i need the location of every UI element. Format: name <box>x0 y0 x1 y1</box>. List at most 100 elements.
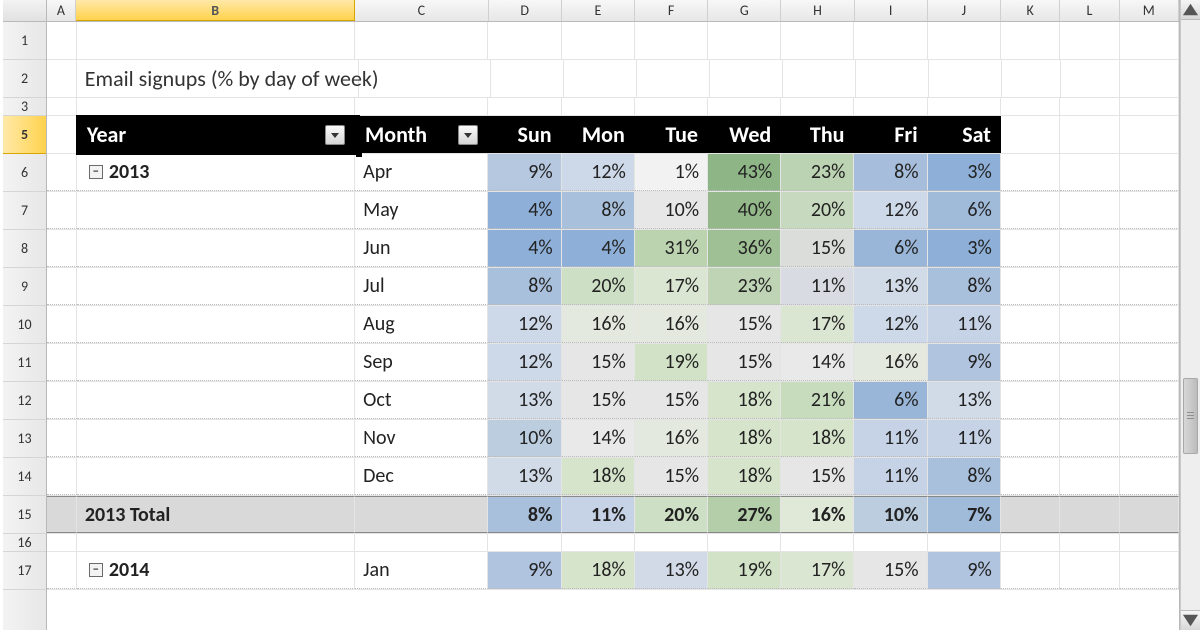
month-cell: Nov <box>355 420 488 457</box>
column-header-D[interactable]: D <box>489 0 562 21</box>
column-header-G[interactable]: G <box>708 0 781 21</box>
row-header-column: 123567891011121314151617 <box>3 22 47 630</box>
scroll-down-button[interactable] <box>1181 610 1200 630</box>
year-total-row: 2013 Total8%11%20%27%16%10%7% <box>47 496 1179 534</box>
month-filter-button[interactable] <box>458 125 478 145</box>
value-cell: 13% <box>488 382 561 419</box>
value-cell: 6% <box>928 192 1001 229</box>
day-header-mon: Mon <box>562 116 635 153</box>
value-cell: 8% <box>562 192 635 229</box>
column-header-E[interactable]: E <box>562 0 635 21</box>
pivot-month-label: Month <box>365 121 454 148</box>
total-value-cell: 10% <box>854 496 927 533</box>
value-cell: 18% <box>708 382 781 419</box>
value-cell: 14% <box>781 344 854 381</box>
value-cell: 6% <box>854 382 927 419</box>
value-cell: 20% <box>562 268 635 305</box>
collapse-button[interactable]: − <box>89 165 103 179</box>
vertical-scrollbar[interactable] <box>1180 0 1200 630</box>
scrollbar-thumb[interactable] <box>1183 378 1198 454</box>
pivot-year-header[interactable]: Year <box>77 116 355 153</box>
column-header-B[interactable]: B <box>76 0 355 21</box>
table-row: Jun4%4%31%36%15%6%3% <box>47 230 1179 268</box>
value-cell: 18% <box>708 458 781 495</box>
value-cell: 4% <box>562 230 635 267</box>
row-header-3[interactable]: 3 <box>3 98 46 116</box>
value-cell: 11% <box>928 306 1001 343</box>
value-cell: 8% <box>928 458 1001 495</box>
value-cell: 12% <box>854 192 927 229</box>
column-header-M[interactable]: M <box>1120 0 1179 21</box>
total-value-cell: 8% <box>488 496 561 533</box>
value-cell: 12% <box>854 306 927 343</box>
value-cell: 15% <box>562 344 635 381</box>
value-cell: 9% <box>488 154 561 191</box>
value-cell: 15% <box>635 458 708 495</box>
row-header-2[interactable]: 2 <box>3 60 46 98</box>
pivot-month-header[interactable]: Month <box>355 116 488 153</box>
value-cell: 17% <box>781 306 854 343</box>
row-header-8[interactable]: 8 <box>3 230 46 268</box>
value-cell: 16% <box>854 344 927 381</box>
value-cell: 4% <box>488 192 561 229</box>
column-header-L[interactable]: L <box>1060 0 1119 21</box>
row-header-14[interactable]: 14 <box>3 458 46 496</box>
value-cell: 3% <box>928 154 1001 191</box>
row-header-1[interactable]: 1 <box>3 22 46 60</box>
year-label: 2014 <box>109 558 150 582</box>
value-cell: 3% <box>928 230 1001 267</box>
value-cell: 8% <box>928 268 1001 305</box>
day-header-tue: Tue <box>635 116 708 153</box>
month-cell: Oct <box>355 382 488 419</box>
row-header-12[interactable]: 12 <box>3 382 46 420</box>
value-cell: 1% <box>635 154 708 191</box>
value-cell: 17% <box>635 268 708 305</box>
column-header-row: ABCDEFGHIJKLM <box>3 0 1179 22</box>
value-cell: 23% <box>708 268 781 305</box>
row-header-9[interactable]: 9 <box>3 268 46 306</box>
value-cell: 13% <box>488 458 561 495</box>
row-header-11[interactable]: 11 <box>3 344 46 382</box>
row-header-6[interactable]: 6 <box>3 154 46 192</box>
page-title: Email signups (% by day of week) <box>85 65 379 92</box>
value-cell: 10% <box>488 420 561 457</box>
column-header-J[interactable]: J <box>928 0 1001 21</box>
value-cell: 11% <box>854 458 927 495</box>
row-header-15[interactable]: 15 <box>3 496 46 534</box>
value-cell: 18% <box>781 420 854 457</box>
row-header-10[interactable]: 10 <box>3 306 46 344</box>
column-header-K[interactable]: K <box>1001 0 1060 21</box>
table-row: Dec13%18%15%18%15%11%8% <box>47 458 1179 496</box>
day-header-wed: Wed <box>708 116 781 153</box>
value-cell: 16% <box>635 420 708 457</box>
value-cell: 19% <box>635 344 708 381</box>
column-header-H[interactable]: H <box>781 0 854 21</box>
value-cell: 9% <box>488 552 561 589</box>
row-header-16[interactable]: 16 <box>3 534 46 552</box>
total-value-cell: 20% <box>635 496 708 533</box>
value-cell: 13% <box>854 268 927 305</box>
row-header-7[interactable]: 7 <box>3 192 46 230</box>
value-cell: 13% <box>635 552 708 589</box>
year-label: 2013 <box>109 160 150 184</box>
value-cell: 20% <box>781 192 854 229</box>
value-cell: 16% <box>562 306 635 343</box>
column-header-I[interactable]: I <box>855 0 928 21</box>
column-header-F[interactable]: F <box>635 0 708 21</box>
row-header-13[interactable]: 13 <box>3 420 46 458</box>
select-all-corner[interactable] <box>3 0 47 21</box>
column-header-C[interactable]: C <box>355 0 489 21</box>
collapse-button[interactable]: − <box>89 563 103 577</box>
day-header-fri: Fri <box>854 116 927 153</box>
table-row: Nov10%14%16%18%18%11%11% <box>47 420 1179 458</box>
row-header-17[interactable]: 17 <box>3 552 46 590</box>
value-cell: 15% <box>708 344 781 381</box>
scroll-up-button[interactable] <box>1181 0 1200 20</box>
column-header-A[interactable]: A <box>47 0 77 21</box>
value-cell: 43% <box>708 154 781 191</box>
year-filter-button[interactable] <box>325 125 345 145</box>
value-cell: 11% <box>928 420 1001 457</box>
cell-grid[interactable]: Email signups (% by day of week) Year Mont… <box>47 22 1179 630</box>
value-cell: 31% <box>635 230 708 267</box>
row-header-5[interactable]: 5 <box>3 116 46 154</box>
